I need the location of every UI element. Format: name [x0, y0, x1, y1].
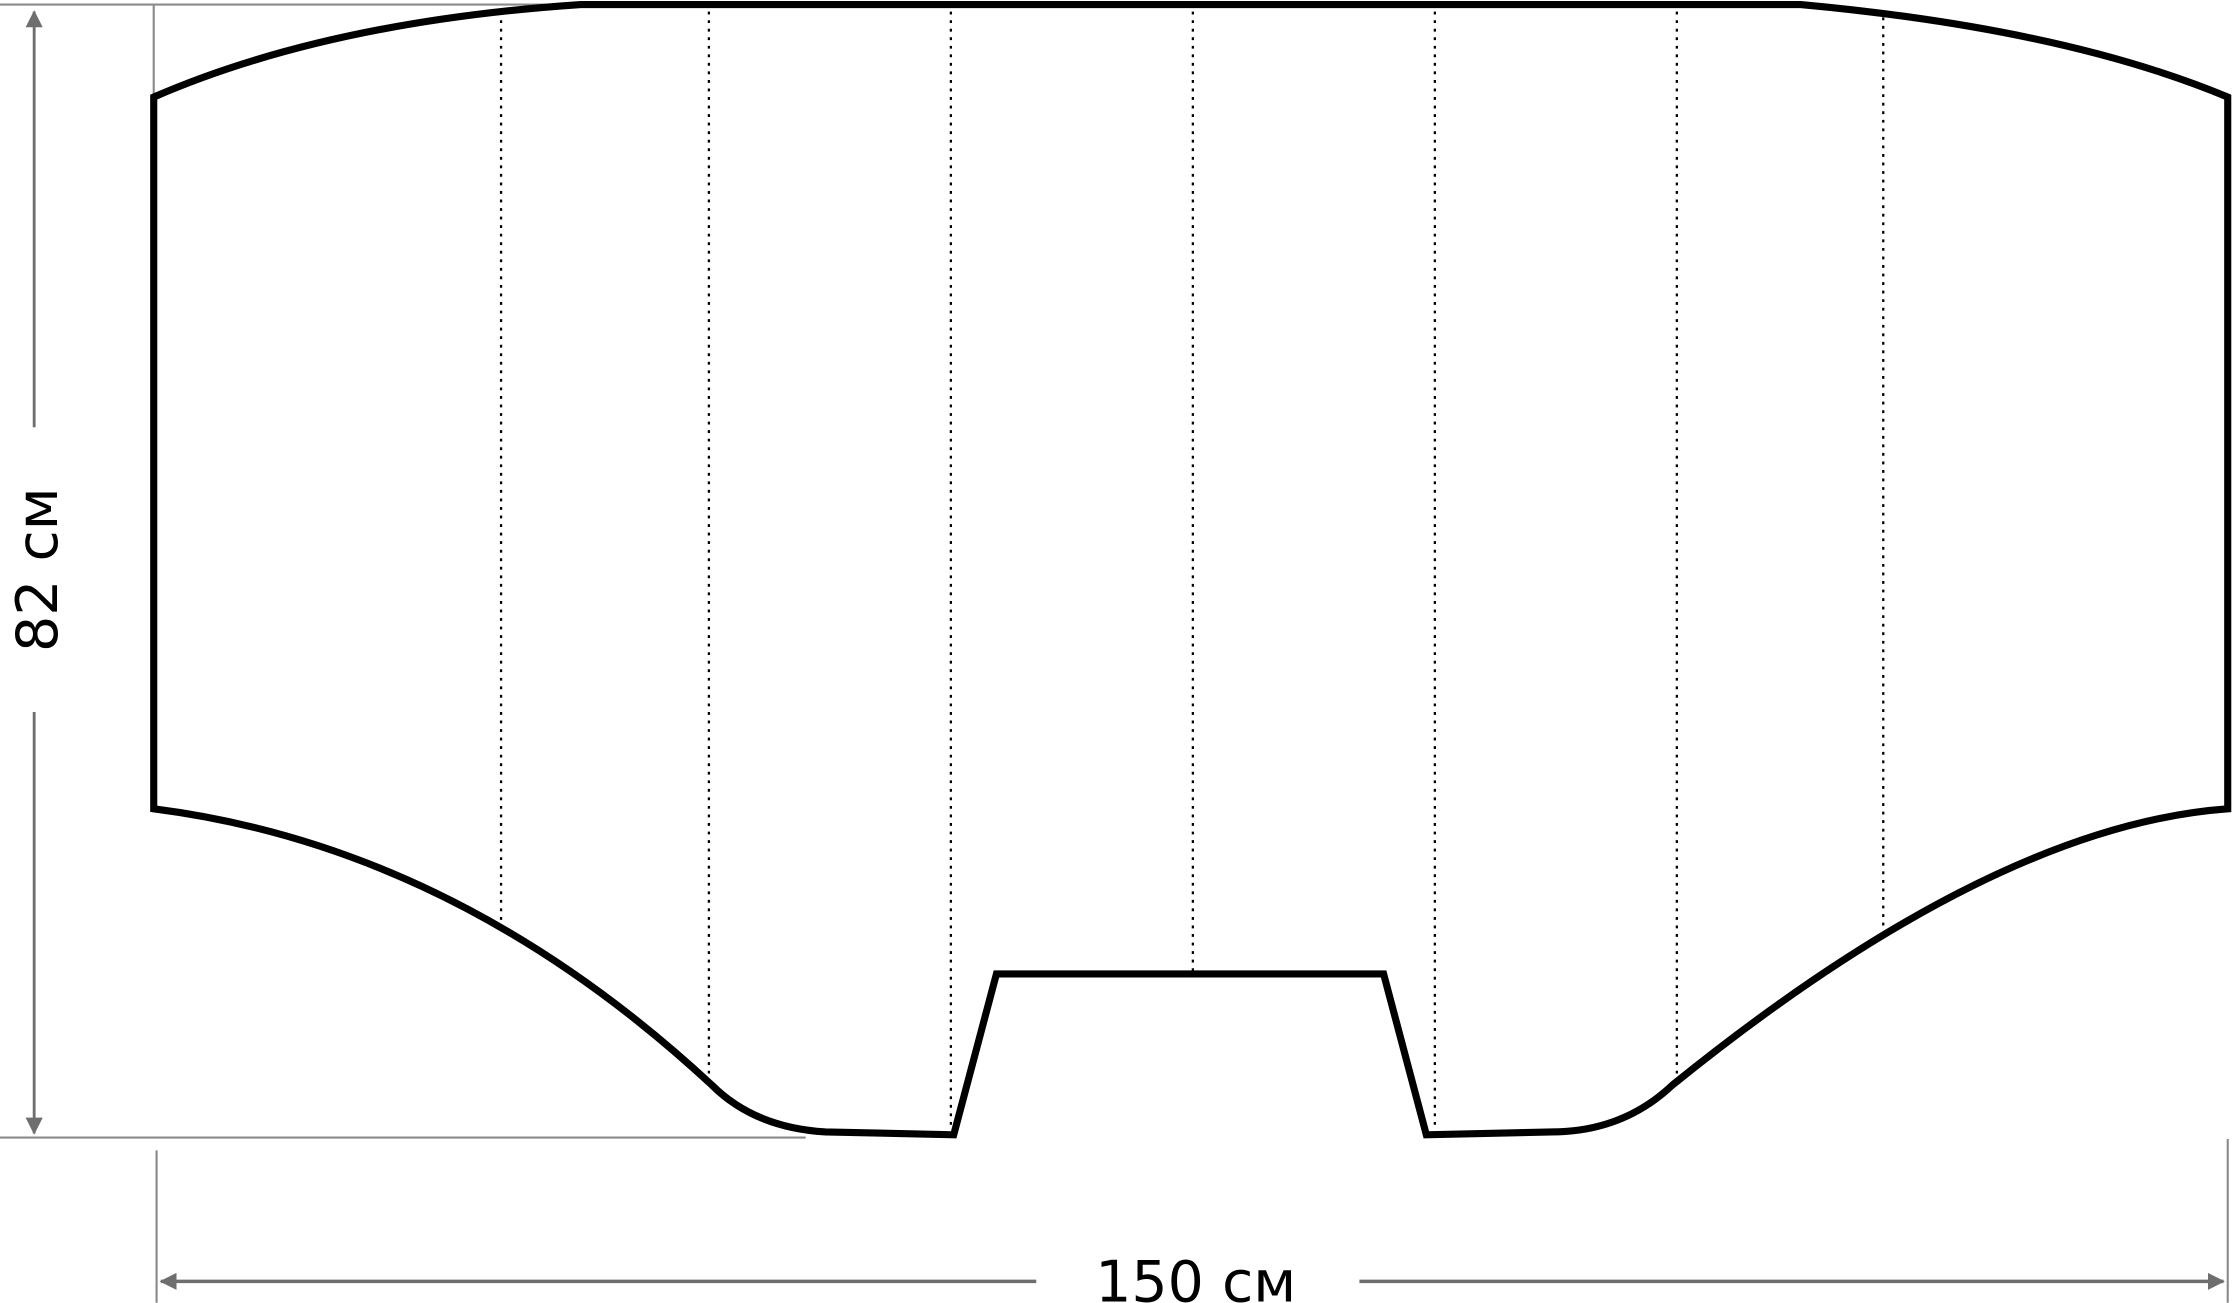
extension-lines: [0, 3, 2229, 1303]
fold-lines: [499, 11, 1885, 1131]
height-label: 82 см: [5, 487, 71, 652]
sunshade-outline: [150, 0, 2232, 1139]
width-label: 150 см: [1095, 1249, 1296, 1303]
